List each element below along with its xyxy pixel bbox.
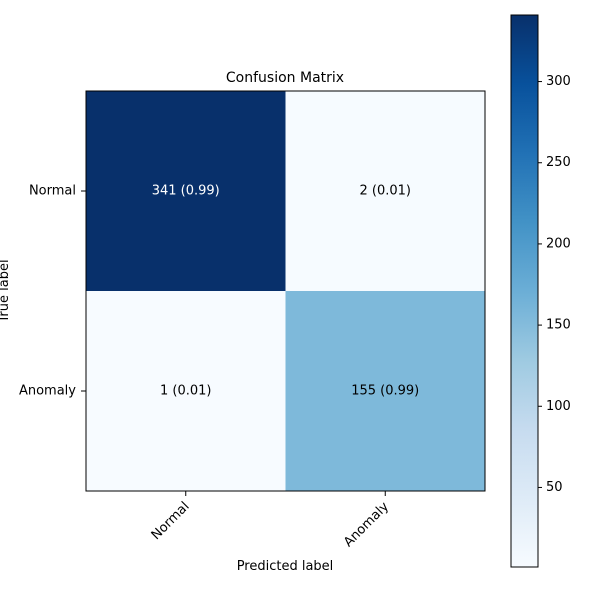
x-axis-label: Predicted label [237,559,334,574]
heatmap-cells: 341 (0.99) 2 (0.01) 1 (0.01) 155 (0.99) [86,91,486,492]
colorbar-tick-label: 150 [546,318,571,333]
colorbar-tick-label: 200 [546,236,571,251]
x-tick-label: Normal [149,499,193,543]
y-axis-label: True label [0,259,12,323]
chart-title: Confusion Matrix [226,70,344,86]
colorbar-tick-label: 50 [546,480,563,495]
cell-label: 1 (0.01) [160,384,212,399]
cell-label: 341 (0.99) [152,184,220,199]
cell-label: 155 (0.99) [351,384,419,399]
colorbar-tick-label: 100 [546,399,571,414]
heatmap-cell [86,291,286,492]
cell-label: 2 (0.01) [360,184,412,199]
y-tick-label: Anomaly [19,384,76,399]
colorbar: 50 100 150 200 250 300 [510,14,571,568]
plot-frame [85,90,486,492]
heatmap-cell [86,91,286,292]
x-tick-label: Anomaly [341,499,392,550]
heatmap-cell [285,291,486,492]
colorbar-gradient [510,14,539,568]
colorbar-tick-label: 300 [546,74,571,89]
heatmap-cell [285,91,486,292]
colorbar-tick-label: 250 [546,155,571,170]
y-tick-label: Normal [29,184,76,199]
